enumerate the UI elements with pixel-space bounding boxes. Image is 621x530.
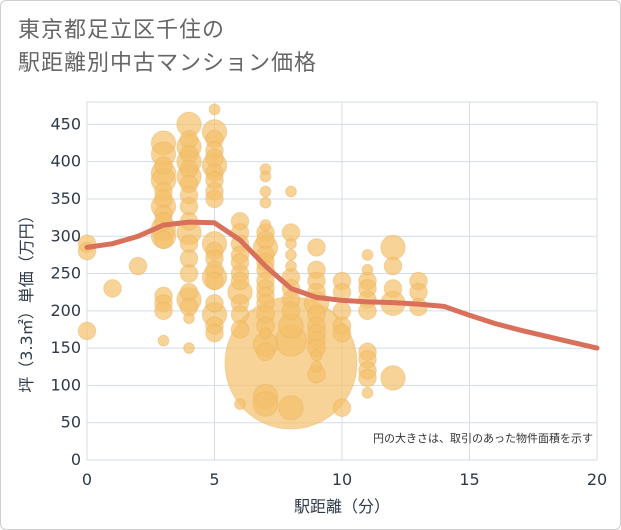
bubble-point — [332, 323, 352, 343]
average-price-line — [84, 219, 600, 351]
chart-title-line1: 東京都足立区千住の — [18, 18, 226, 43]
bubble-point — [179, 264, 199, 283]
y-tick-label: 50 — [61, 413, 81, 432]
x-tick-label: 0 — [82, 470, 92, 489]
bubble-point — [205, 323, 224, 343]
bubble-point — [278, 395, 304, 421]
bubble-point — [285, 185, 297, 198]
y-tick-label: 150 — [50, 338, 81, 357]
bubble-point — [103, 279, 122, 298]
y-axis-ticks: 0 50 100 150 200 250 300 350 400 450 — [50, 114, 81, 469]
bubble-point — [154, 156, 173, 175]
x-axis-label: 駅距離（分） — [294, 497, 390, 516]
bubble-point — [259, 219, 272, 231]
bubble-point — [77, 321, 97, 341]
bubble-point — [358, 368, 377, 388]
bubbles — [77, 103, 428, 430]
bubble-point — [183, 342, 195, 355]
bubble-point — [259, 170, 272, 183]
bubble-point — [183, 312, 195, 325]
y-tick-label: 0 — [71, 450, 81, 469]
bubble-point — [205, 189, 224, 209]
bubble-point — [310, 360, 323, 373]
bubble-point — [230, 320, 250, 339]
bubble-point — [358, 301, 377, 321]
bubble-point — [205, 271, 224, 291]
chart-title-line2: 駅距離別中古マンション価格 — [18, 51, 318, 76]
bubble-point — [361, 386, 374, 399]
bubble-point — [252, 391, 279, 417]
bubble-point — [332, 398, 352, 418]
chart-title: 東京都足立区千住の 駅距離別中古マンション価格 — [18, 14, 317, 80]
bubble-point — [285, 237, 297, 250]
y-tick-label: 300 — [50, 226, 81, 245]
x-tick-label: 15 — [459, 470, 479, 489]
bubble-point — [380, 365, 406, 391]
bubble-point — [154, 301, 173, 321]
y-tick-label: 100 — [50, 375, 81, 394]
bubble-size-note: 円の大きさは、取引のあった物件面積を示す — [373, 431, 593, 445]
bubble-point — [208, 103, 221, 116]
bubble-point — [230, 271, 250, 291]
bubble-point — [259, 196, 272, 209]
bubble-point — [310, 349, 323, 362]
bubble-point — [285, 260, 297, 272]
y-axis-label: 坪（3.3㎡）単価（万円） — [17, 207, 36, 392]
x-tick-label: 5 — [209, 470, 219, 489]
average-line-layer — [84, 219, 600, 351]
x-tick-label: 10 — [332, 470, 352, 489]
bubble-point — [154, 230, 173, 250]
bubble-point — [383, 256, 403, 276]
y-tick-label: 200 — [50, 301, 81, 320]
bubble-point — [383, 279, 403, 298]
x-tick-label: 20 — [587, 470, 607, 489]
bubble-point — [361, 263, 374, 276]
y-tick-label: 350 — [50, 189, 81, 208]
bubble-point — [281, 301, 301, 321]
bubble-point — [285, 248, 297, 261]
bubble-point — [259, 185, 272, 198]
bubble-point — [380, 234, 406, 261]
bubble-point — [234, 398, 246, 410]
y-tick-label: 250 — [50, 264, 81, 283]
y-tick-label: 450 — [50, 114, 81, 133]
x-axis-ticks: 0 5 10 15 20 — [82, 470, 607, 489]
bubble-point — [157, 334, 170, 347]
bubble-point — [256, 342, 275, 362]
bubble-point — [361, 248, 374, 261]
bubble-point — [259, 327, 272, 340]
bubble-point — [128, 256, 148, 276]
bubble-point — [307, 238, 326, 257]
y-tick-label: 400 — [50, 152, 81, 171]
bubble-point — [205, 294, 224, 313]
